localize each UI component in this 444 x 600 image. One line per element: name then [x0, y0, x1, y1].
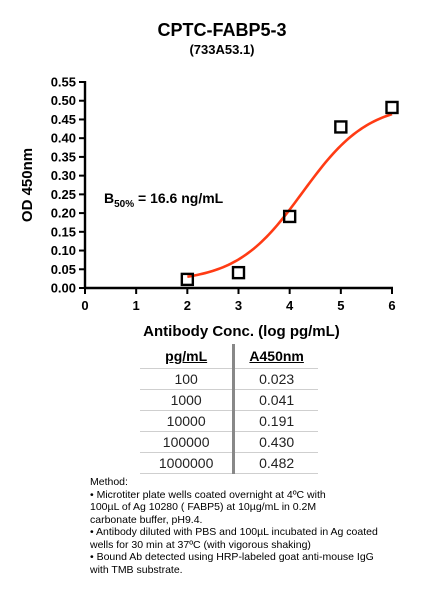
table-cell-conc: 10000: [140, 410, 234, 432]
table-header-conc: pg/mL: [165, 348, 208, 364]
method-line: • Bound Ab detected using HRP-labeled go…: [90, 551, 374, 563]
y-tick-label: 0.45: [51, 112, 76, 127]
table-header-a450: A450nm: [232, 344, 318, 369]
data-table-wrap: pg/mL A450nm 100 0.023 1000 0.041 10000 …: [140, 344, 318, 474]
table-cell-a450: 0.430: [232, 431, 318, 453]
x-axis-title: Antibody Conc. (log pg/mL): [143, 323, 340, 340]
y-tick-label: 0.20: [51, 206, 76, 221]
x-tick-label: 2: [184, 298, 191, 313]
y-tick-label: 0.50: [51, 93, 76, 108]
method-heading: Method:: [90, 476, 128, 488]
data-point: [180, 272, 195, 287]
table-cell-a450: 0.023: [232, 368, 318, 390]
chart-subtitle: (733A53.1): [189, 42, 255, 57]
table-cell-conc: 1000: [140, 389, 234, 411]
y-tick-label: 0.25: [51, 187, 76, 202]
method-line: 100µL of Ag 10280 ( FABP5) at 10µg/mL in…: [90, 501, 317, 513]
y-tick-label: 0.05: [51, 262, 76, 277]
b50-prefix: B: [104, 190, 114, 206]
x-tick-label: 3: [235, 298, 242, 313]
table-cell-a450: 0.191: [232, 410, 318, 432]
fit-curve-layer: [187, 112, 393, 278]
method-notes: Method: • Microtiter plate wells coated …: [90, 476, 430, 576]
method-line: with TMB substrate.: [90, 563, 183, 576]
table-cell-conc: 100000: [140, 431, 234, 453]
od-chart: 0.00 0.05 0.10 0.15 0.20 0.25 0.30 0.35 0.40 0.45…: [19, 75, 399, 340]
method-line: carbonate buffer, pH9.4.: [90, 513, 203, 526]
b50-value: = 16.6 ng/mL: [134, 190, 224, 206]
data-point: [385, 100, 399, 115]
x-tick-label: 0: [81, 298, 88, 313]
b50-subscript: 50%: [114, 199, 134, 210]
y-tick-label: 0.15: [51, 224, 76, 239]
data-point: [231, 265, 246, 280]
table-row: 100 0.023: [140, 368, 318, 390]
data-table: pg/mL A450nm 100 0.023 1000 0.041 10000 …: [140, 344, 318, 474]
x-tick-label: 5: [337, 298, 344, 313]
table-row: 100000 0.430: [140, 431, 318, 453]
table-cell-a450: 0.482: [232, 452, 318, 474]
y-tick-label: 0.40: [51, 131, 76, 146]
table-row: 1000 0.041: [140, 389, 318, 411]
data-point: [334, 120, 348, 134]
y-tick-label: 0.55: [51, 75, 76, 90]
y-tick-label: 0.30: [51, 168, 76, 183]
table-row: 1000000 0.482: [140, 452, 318, 474]
x-tick-label: 6: [388, 298, 395, 313]
method-line: • Antibody diluted with PBS and 100µL in…: [90, 526, 378, 538]
method-line: • Microtiter plate wells coated overnigh…: [90, 488, 326, 501]
table-cell-conc: 1000000: [140, 452, 234, 474]
data-points-layer: [180, 100, 399, 287]
data-point: [282, 209, 297, 224]
table-cell-conc: 100: [140, 368, 234, 390]
x-tick-label: 1: [133, 298, 140, 313]
b50-annotation: B50% = 16.6 ng/mL: [104, 190, 224, 210]
y-tick-label: 0.00: [51, 281, 76, 296]
y-tick-label: 0.10: [51, 243, 76, 258]
axes: 0.00 0.05 0.10 0.15 0.20 0.25 0.30 0.35 0.40 0.45…: [51, 75, 396, 314]
table-cell-a450: 0.041: [232, 389, 318, 411]
method-line: wells for 30 min at 37ºC (with vigorous …: [90, 538, 311, 551]
y-tick-label: 0.35: [51, 149, 76, 164]
chart-title: CPTC-FABP5-3: [157, 20, 287, 40]
y-axis-title: OD 450nm: [19, 148, 36, 222]
table-row: 10000 0.191: [140, 410, 318, 432]
x-tick-label: 4: [286, 298, 294, 313]
fit-curve: [187, 112, 393, 278]
